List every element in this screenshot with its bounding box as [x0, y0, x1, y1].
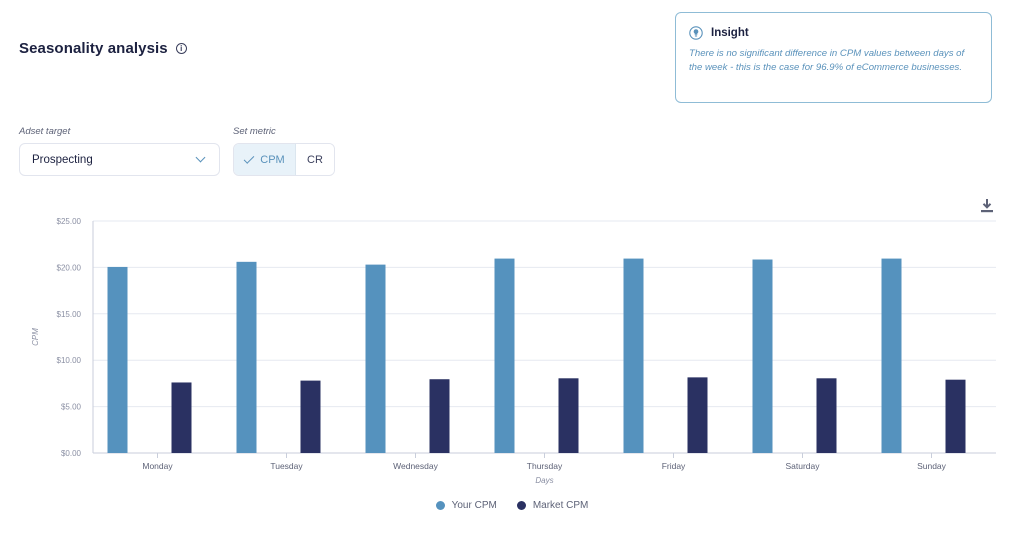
bar-your-cpm [623, 258, 644, 453]
y-tick-label: $15.00 [57, 310, 82, 319]
bar-your-cpm [881, 258, 902, 453]
bar-your-cpm [494, 258, 515, 453]
insight-card: Insight There is no significant differen… [675, 12, 992, 103]
bar-market-cpm [429, 379, 450, 453]
insight-text: There is no significant difference in CP… [689, 48, 965, 73]
insight-title: Insight [711, 27, 749, 39]
x-tick-label: Sunday [917, 461, 947, 471]
y-tick-label: $10.00 [57, 356, 82, 365]
adset-target-select[interactable]: Prospecting [19, 143, 220, 176]
x-tick-label: Thursday [527, 461, 563, 471]
x-tick-label: Saturday [785, 461, 820, 471]
adset-target-label: Adset target [19, 126, 71, 137]
legend-item-your-cpm[interactable]: Your CPM [435, 500, 497, 511]
legend-label: Your CPM [451, 500, 497, 511]
x-tick-label: Tuesday [270, 461, 303, 471]
legend-swatch [435, 501, 445, 510]
lightbulb-icon [689, 26, 703, 40]
cpm-bar-chart: $0.00 $5.00 $10.00 $15.00 $20.00 $25.00 CPM Mon… [31, 217, 996, 485]
section-header: Seasonality analysis i [19, 40, 187, 57]
metric-toggle: CPM CR [233, 143, 335, 176]
y-tick-label: $20.00 [57, 263, 82, 272]
x-tick-label: Monday [142, 461, 173, 471]
y-tick-label: $25.00 [57, 217, 82, 226]
bar-market-cpm [945, 379, 966, 453]
download-icon[interactable] [979, 198, 995, 214]
set-metric-label: Set metric [233, 126, 276, 137]
info-icon[interactable]: i [175, 43, 187, 54]
bar-market-cpm [816, 378, 837, 453]
bar-market-cpm [171, 382, 192, 453]
metric-option-label: CR [307, 153, 323, 166]
chart-legend: Your CPM Market CPM [0, 500, 1024, 511]
bar-your-cpm [107, 266, 128, 453]
bar-market-cpm [300, 380, 321, 453]
check-icon [243, 152, 255, 164]
y-tick-label: $5.00 [61, 403, 82, 412]
x-tick-label: Wednesday [393, 461, 438, 471]
x-tick-label: Friday [662, 461, 686, 471]
adset-target-value: Prospecting [32, 153, 93, 166]
page-title: Seasonality analysis [19, 40, 168, 57]
x-axis-label: Days [535, 476, 553, 485]
y-axis-label: CPM [31, 328, 40, 346]
legend-label: Market CPM [532, 500, 589, 511]
bar-your-cpm [365, 264, 386, 453]
metric-option-cpm[interactable]: CPM [234, 144, 296, 175]
bar-market-cpm [687, 377, 708, 453]
bar-your-cpm [236, 261, 257, 453]
y-tick-label: $0.00 [61, 449, 82, 458]
metric-option-label: CPM [260, 153, 285, 166]
chevron-down-icon [195, 152, 206, 163]
legend-item-market-cpm[interactable]: Market CPM [516, 500, 589, 511]
legend-swatch [516, 501, 526, 510]
metric-option-cr[interactable]: CR [296, 144, 334, 175]
bar-your-cpm [752, 259, 773, 453]
bar-market-cpm [558, 378, 579, 453]
